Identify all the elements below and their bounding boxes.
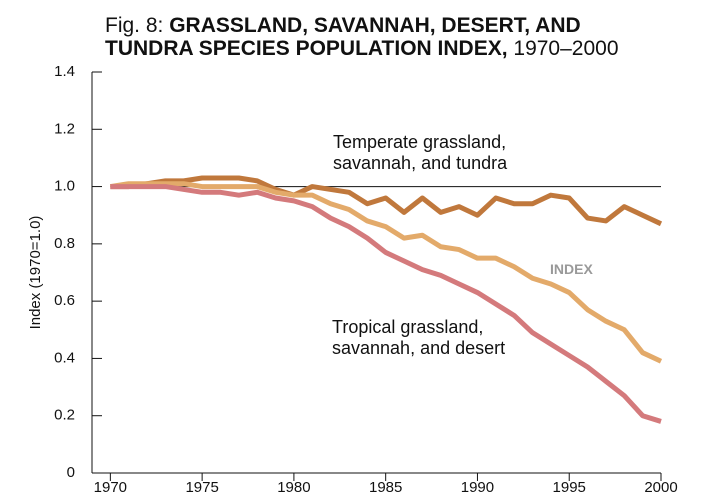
series-label: Temperate grassland, savannah, and tundr…: [333, 132, 508, 173]
y-tick-label: 0.6: [54, 292, 75, 309]
x-tick-label: 1980: [277, 479, 310, 495]
title-suffix: 1970–2000: [513, 37, 619, 60]
y-axis-label: Index (1970=1.0): [27, 216, 44, 330]
series-line: [110, 184, 662, 424]
y-tick-label: 1.4: [54, 63, 75, 80]
title-prefix: Fig. 8:: [105, 14, 164, 37]
x-tick-label: 1995: [553, 479, 586, 495]
title-bold: TUNDRA SPECIES POPULATION INDEX,: [105, 37, 508, 60]
y-tick-label: 1.2: [54, 120, 75, 137]
x-tick-label: 2000: [644, 479, 677, 495]
x-tick-label: 1970: [94, 479, 127, 495]
series-label: INDEX: [550, 261, 593, 277]
title-bold: GRASSLAND, SAVANNAH, DESERT, AND: [169, 14, 581, 37]
y-tick-label: 0.2: [54, 407, 75, 424]
series-line: [109, 181, 663, 364]
series-label: Tropical grassland, savannah, and desert: [332, 317, 506, 358]
y-tick-label: 0: [67, 464, 75, 481]
y-tick-label: 0.4: [54, 349, 75, 366]
x-tick-label: 1975: [185, 479, 218, 495]
x-tick-label: 1985: [369, 479, 402, 495]
y-tick-label: 1.0: [54, 178, 75, 195]
y-tick-label: 0.8: [54, 235, 75, 252]
chart-title: Fig. 8: GRASSLAND, SAVANNAH, DESERT, AND…: [105, 14, 619, 60]
x-tick-label: 1990: [461, 479, 494, 495]
series-line: [110, 175, 663, 227]
